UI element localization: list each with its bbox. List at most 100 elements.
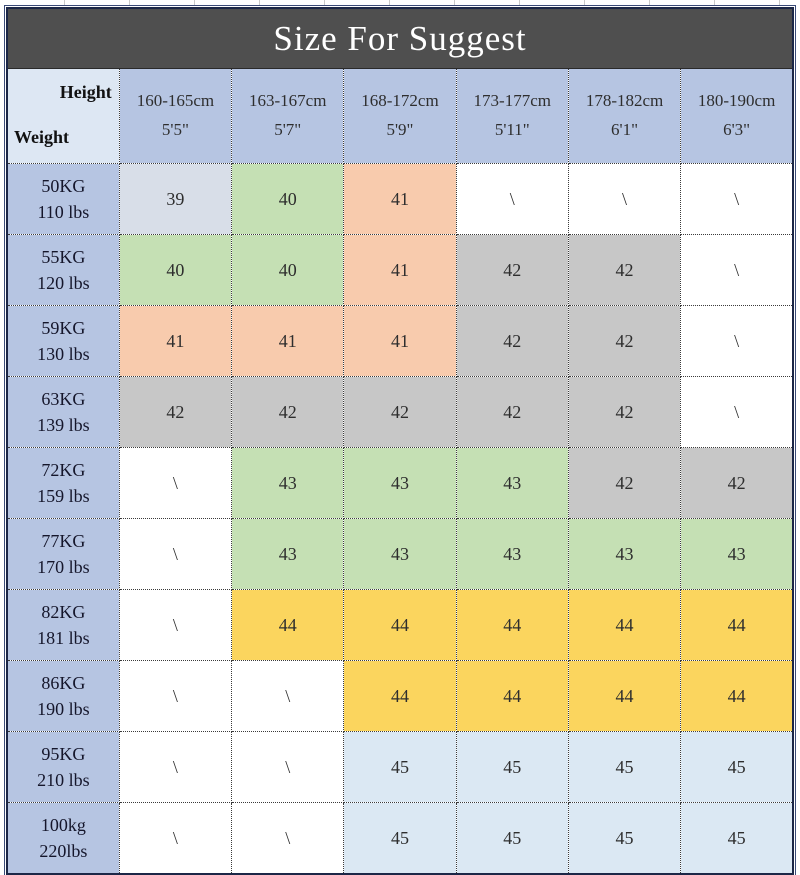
table-row: 95KG 210 lbs \ \ 45 45 45 45: [6, 731, 794, 803]
height-range: 180-190cm: [697, 91, 776, 111]
size-cell: 43: [567, 518, 682, 590]
size-cell: \: [118, 518, 233, 590]
row-label: 72KG 159 lbs: [6, 447, 120, 519]
size-cell: 44: [455, 589, 569, 661]
row-label: 63KG 139 lbs: [6, 376, 120, 448]
weight-axis-label: Weight: [14, 127, 70, 148]
size-cell: 43: [455, 518, 569, 590]
size-cell: \: [118, 589, 233, 661]
size-cell: \: [680, 163, 794, 235]
column-header-5: 178-182cm 6'1": [567, 68, 682, 164]
size-cell: \: [231, 802, 345, 875]
size-cell: 43: [680, 518, 794, 590]
row-label: 100kg 220lbs: [6, 802, 120, 875]
size-cell: 41: [343, 234, 457, 306]
page-title: Size For Suggest: [6, 7, 794, 69]
table-row: 50KG 110 lbs 39 40 41 \ \ \: [6, 163, 794, 235]
weight-lbs: 190 lbs: [37, 699, 90, 719]
size-cell: \: [680, 305, 794, 377]
size-cell: 42: [231, 376, 345, 448]
size-cell: 44: [455, 660, 569, 732]
size-cell: 43: [231, 447, 345, 519]
size-cell: 42: [343, 376, 457, 448]
size-cell: 42: [455, 305, 569, 377]
height-feet: 5'11": [494, 120, 530, 139]
size-cell: 45: [455, 802, 569, 875]
size-cell: 44: [680, 589, 794, 661]
size-suggest-table: Size For Suggest Height Weight 160-165cm…: [6, 7, 794, 875]
size-cell: 43: [455, 447, 569, 519]
weight-lbs: 170 lbs: [37, 557, 90, 577]
weight-kg: 63KG: [41, 388, 86, 409]
size-cell: 42: [118, 376, 233, 448]
weight-kg: 72KG: [41, 459, 86, 480]
size-cell: 45: [343, 802, 457, 875]
height-feet: 6'1": [611, 120, 639, 139]
weight-lbs: 139 lbs: [37, 415, 90, 435]
size-cell: 45: [343, 731, 457, 803]
weight-kg: 100kg: [40, 814, 86, 835]
column-header-2: 163-167cm 5'7": [231, 68, 345, 164]
height-range: 163-167cm: [248, 91, 327, 111]
row-label: 59KG 130 lbs: [6, 305, 120, 377]
size-cell: \: [118, 660, 233, 732]
weight-lbs: 130 lbs: [37, 344, 90, 364]
size-cell: 42: [567, 447, 682, 519]
size-cell: 45: [567, 802, 682, 875]
height-range: 160-165cm: [136, 91, 215, 111]
size-cell: \: [118, 731, 233, 803]
header-row: Height Weight 160-165cm 5'5" 163-167cm 5…: [6, 68, 794, 164]
size-cell: 44: [343, 660, 457, 732]
size-cell: 45: [680, 802, 794, 875]
size-cell: 40: [118, 234, 233, 306]
height-feet: 5'5": [161, 120, 189, 139]
weight-kg: 59KG: [41, 317, 86, 338]
table-row: 55KG 120 lbs 40 40 41 42 42 \: [6, 234, 794, 306]
size-cell: 39: [118, 163, 233, 235]
size-cell: 42: [567, 234, 682, 306]
column-header-3: 168-172cm 5'9": [343, 68, 457, 164]
height-range: 168-172cm: [361, 91, 439, 111]
size-cell: \: [455, 163, 569, 235]
size-cell: 43: [343, 447, 457, 519]
spreadsheet-gridline-strip: [0, 0, 800, 6]
size-cell: 44: [231, 589, 345, 661]
size-cell: 42: [680, 447, 794, 519]
column-header-6: 180-190cm 6'3": [680, 68, 794, 164]
row-label: 86KG 190 lbs: [6, 660, 120, 732]
size-cell: 40: [231, 234, 345, 306]
corner-cell: Height Weight: [6, 68, 120, 164]
weight-lbs: 210 lbs: [37, 770, 90, 790]
table-row: 100kg 220lbs \ \ 45 45 45 45: [6, 802, 794, 875]
size-cell: 45: [680, 731, 794, 803]
size-cell: 45: [455, 731, 569, 803]
weight-lbs: 220lbs: [39, 841, 88, 861]
size-cell: 42: [567, 376, 682, 448]
table-row: 59KG 130 lbs 41 41 41 42 42 \: [6, 305, 794, 377]
size-cell: 45: [567, 731, 682, 803]
size-cell: 42: [455, 234, 569, 306]
table-row: 77KG 170 lbs \ 43 43 43 43 43: [6, 518, 794, 590]
size-cell: \: [118, 802, 233, 875]
height-feet: 5'7": [274, 120, 302, 139]
size-cell: 41: [343, 163, 457, 235]
column-header-1: 160-165cm 5'5": [118, 68, 233, 164]
size-cell: 44: [343, 589, 457, 661]
table-row: 82KG 181 lbs \ 44 44 44 44 44: [6, 589, 794, 661]
height-axis-label: Height: [59, 82, 112, 102]
size-cell: 44: [567, 660, 682, 732]
row-label: 95KG 210 lbs: [6, 731, 120, 803]
height-range: 173-177cm: [473, 91, 551, 111]
height-feet: 5'9": [386, 120, 414, 139]
size-cell: \: [680, 234, 794, 306]
size-cell: 40: [231, 163, 345, 235]
weight-lbs: 181 lbs: [37, 628, 90, 648]
size-cell: 44: [567, 589, 682, 661]
size-cell: \: [567, 163, 682, 235]
size-cell: \: [680, 376, 794, 448]
size-chart: Size For Suggest Height Weight 160-165cm…: [6, 7, 796, 875]
size-cell: \: [118, 447, 233, 519]
size-cell: \: [231, 731, 345, 803]
weight-kg: 95KG: [41, 743, 86, 764]
weight-lbs: 120 lbs: [37, 273, 90, 293]
